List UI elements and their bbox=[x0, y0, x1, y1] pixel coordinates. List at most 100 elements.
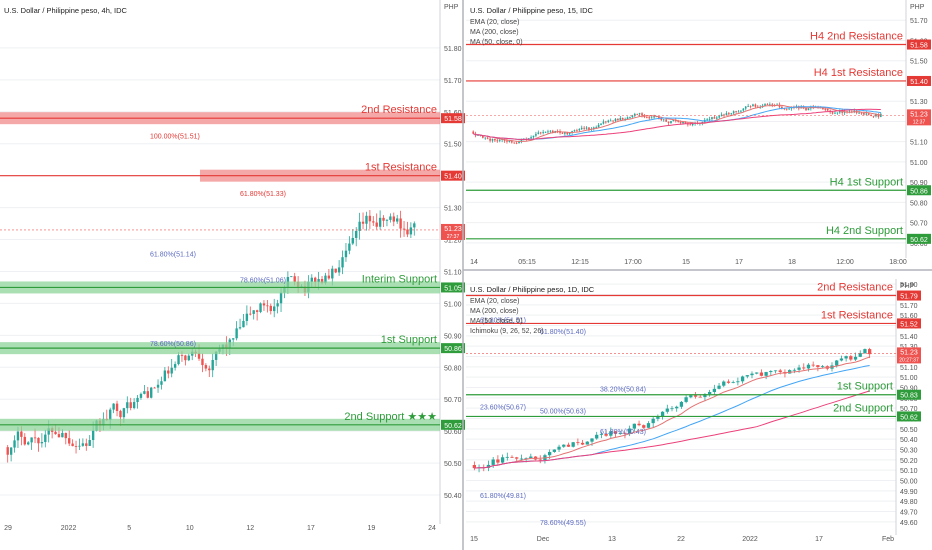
candle-body bbox=[276, 303, 279, 307]
fib-level-label: 23.60%(50.67) bbox=[480, 404, 526, 411]
currency-label: PHP bbox=[900, 283, 915, 290]
candle-body bbox=[201, 358, 204, 366]
current-price-countdown: 27:37 bbox=[447, 234, 460, 240]
fib-level-label: 50.00%(50.63) bbox=[540, 408, 586, 415]
candle-body bbox=[489, 138, 491, 141]
candle-body bbox=[153, 387, 156, 389]
legend-entry: EMA (20, close) bbox=[470, 298, 519, 305]
candle-body bbox=[766, 104, 769, 105]
candle-body bbox=[37, 437, 40, 444]
candle-body bbox=[122, 408, 126, 418]
candle-body bbox=[23, 436, 26, 445]
candle-body bbox=[712, 388, 716, 392]
candle-body bbox=[708, 391, 712, 395]
current-price-tag bbox=[897, 347, 921, 364]
candle-body bbox=[655, 116, 658, 118]
candle-body bbox=[78, 445, 81, 447]
candle-body bbox=[513, 142, 516, 144]
level-price-tag bbox=[441, 113, 465, 124]
candle-body bbox=[708, 119, 711, 120]
candle-body bbox=[68, 438, 71, 444]
candle-body bbox=[728, 113, 730, 115]
candle-body bbox=[604, 433, 608, 436]
candle-body bbox=[747, 106, 749, 107]
candle-body bbox=[413, 223, 416, 228]
candle-body bbox=[402, 228, 406, 230]
candle-body bbox=[736, 381, 740, 383]
level-label: Interim Support bbox=[362, 273, 437, 285]
x-tick-label: 2022 bbox=[742, 536, 758, 543]
candle-body bbox=[711, 117, 713, 120]
level-price-tag-label: 51.40 bbox=[910, 79, 928, 86]
y-tick-label: 50.50 bbox=[444, 461, 462, 468]
x-tick-label: 17 bbox=[815, 536, 823, 543]
fib-level-label: 61.80%(51.14) bbox=[150, 252, 196, 259]
current-price-countdown: 12:37 bbox=[913, 119, 926, 125]
candle-body bbox=[877, 114, 880, 117]
candle-body bbox=[551, 130, 554, 133]
candle-body bbox=[679, 121, 682, 124]
candle-body bbox=[568, 133, 571, 135]
level-label: 2nd Resistance bbox=[361, 104, 437, 116]
candle-body bbox=[778, 370, 782, 372]
candle-body bbox=[214, 351, 218, 360]
candle-body bbox=[600, 123, 602, 125]
fib-level-label: 38.20%(50.84) bbox=[600, 387, 646, 394]
candle-body bbox=[143, 391, 146, 394]
candle-body bbox=[720, 114, 723, 117]
candle-body bbox=[317, 279, 320, 283]
candle-body bbox=[660, 118, 663, 121]
legend-entry: Ichimoku (9, 26, 52, 26) bbox=[470, 328, 544, 335]
candle-body bbox=[564, 132, 566, 134]
candle-body bbox=[646, 423, 651, 428]
candle-body bbox=[592, 127, 595, 129]
panel-4h: 51.8051.7051.6051.5051.4051.3051.2051.10… bbox=[0, 0, 465, 532]
candle-body bbox=[752, 104, 754, 107]
candle-body bbox=[670, 408, 674, 410]
y-tick-label: 50.70 bbox=[900, 406, 918, 413]
candle-body bbox=[684, 397, 688, 402]
candle-body bbox=[836, 112, 839, 114]
candle-body bbox=[735, 111, 737, 113]
candle-body bbox=[170, 367, 173, 374]
candle-body bbox=[675, 406, 679, 409]
fib-level-label: 61.80%(51.51) bbox=[480, 317, 526, 324]
level-price-tag-label: 51.79 bbox=[900, 294, 918, 301]
currency-label: PHP bbox=[444, 4, 459, 11]
y-tick-label: 50.30 bbox=[900, 448, 918, 455]
candle-body bbox=[658, 116, 660, 119]
candle-body bbox=[631, 115, 634, 118]
candle-body bbox=[91, 430, 95, 441]
candle-body bbox=[542, 132, 544, 133]
candle-body bbox=[344, 250, 348, 258]
candle-body bbox=[238, 327, 242, 329]
candle-body bbox=[562, 444, 566, 447]
candle-body bbox=[802, 106, 805, 108]
candle-body bbox=[781, 106, 783, 109]
level-label: 1st Support bbox=[837, 381, 893, 393]
level-label: H4 1st Support bbox=[830, 176, 903, 188]
candle-body bbox=[730, 113, 733, 115]
candle-body bbox=[726, 381, 731, 383]
level-label: 2nd Resistance bbox=[817, 282, 893, 294]
candle-body bbox=[566, 132, 569, 135]
y-tick-label: 51.50 bbox=[910, 59, 928, 66]
x-tick-label: 29 bbox=[4, 525, 12, 532]
y-tick-label: 50.70 bbox=[444, 397, 462, 404]
candle-body bbox=[744, 106, 747, 109]
candle-body bbox=[269, 305, 272, 312]
candle-body bbox=[853, 110, 856, 112]
candle-body bbox=[136, 397, 139, 403]
candle-body bbox=[351, 237, 354, 244]
candle-body bbox=[816, 365, 820, 368]
candle-body bbox=[472, 465, 476, 469]
level-price-tag bbox=[441, 170, 465, 181]
candle-body bbox=[811, 364, 815, 366]
candle-body bbox=[484, 137, 487, 139]
candle-body bbox=[314, 277, 317, 283]
candle-body bbox=[580, 127, 583, 130]
x-tick-label: 15 bbox=[682, 259, 690, 266]
ma-50-line bbox=[473, 106, 881, 140]
candle-body bbox=[576, 442, 580, 444]
level-label: 2nd Support ★★★ bbox=[344, 411, 437, 423]
